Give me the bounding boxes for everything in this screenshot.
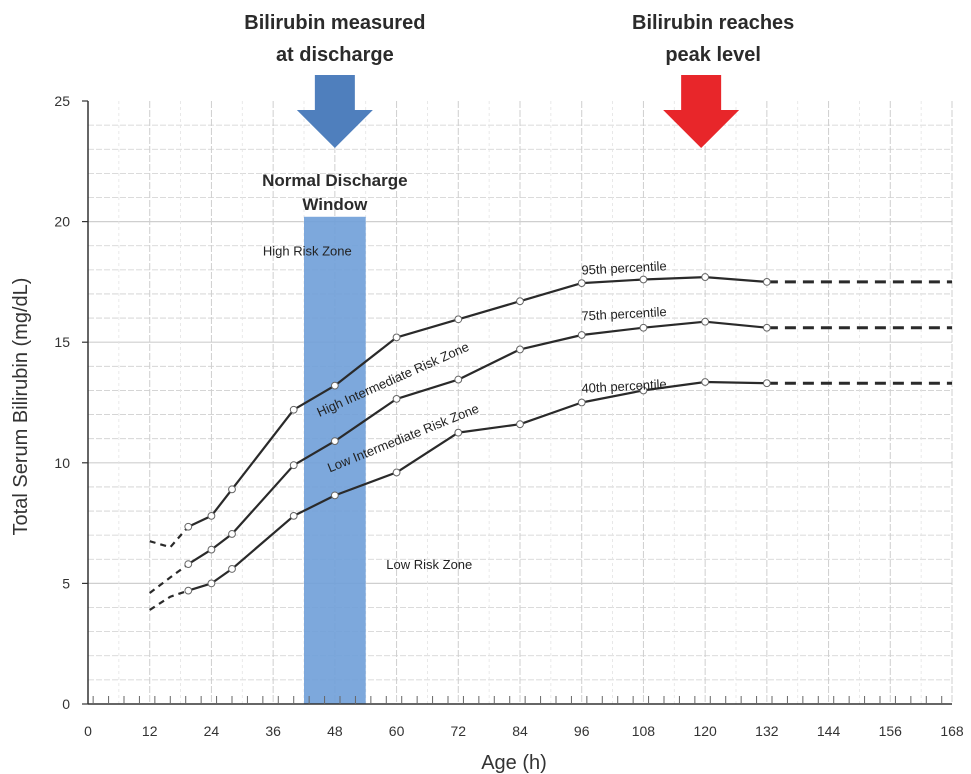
measured-callout: Bilirubin measured bbox=[244, 12, 425, 34]
data-point bbox=[454, 375, 463, 384]
percentile-label: 40th percentile bbox=[581, 376, 667, 395]
x-tick-label: 96 bbox=[574, 723, 590, 739]
data-point bbox=[330, 381, 339, 390]
x-tick-label: 108 bbox=[632, 723, 656, 739]
data-point bbox=[289, 511, 298, 520]
x-tick-label: 156 bbox=[879, 723, 903, 739]
series-layer bbox=[149, 273, 952, 611]
percentile-label: 95th percentile bbox=[581, 258, 667, 277]
data-point bbox=[701, 273, 710, 281]
down-arrow-icon bbox=[663, 75, 740, 148]
x-tick-label: 168 bbox=[940, 723, 964, 739]
measured-callout: at discharge bbox=[276, 44, 394, 66]
data-point bbox=[392, 468, 401, 477]
data-point bbox=[454, 315, 463, 324]
discharge-window-layer bbox=[304, 216, 366, 704]
y-tick-label: 5 bbox=[62, 575, 70, 591]
data-point bbox=[289, 405, 298, 414]
x-tick-label: 132 bbox=[755, 723, 779, 739]
series-line-dashed-start bbox=[149, 589, 189, 611]
y-tick-label: 10 bbox=[54, 455, 70, 471]
data-point bbox=[701, 317, 710, 326]
data-point bbox=[228, 530, 236, 538]
y-tick-label: 25 bbox=[54, 93, 70, 109]
y-tick-label: 15 bbox=[54, 334, 70, 350]
percentile-label: 75th percentile bbox=[581, 304, 667, 323]
zone-label: Low Risk Zone bbox=[386, 557, 472, 572]
data-point bbox=[330, 437, 339, 445]
series-line bbox=[187, 276, 767, 528]
data-point bbox=[330, 491, 339, 500]
data-point bbox=[516, 297, 524, 306]
data-point bbox=[207, 579, 216, 588]
data-point bbox=[577, 398, 586, 407]
x-tick-label: 72 bbox=[450, 723, 466, 739]
data-point bbox=[701, 378, 710, 386]
zone-label: High Risk Zone bbox=[263, 243, 352, 258]
data-point bbox=[762, 379, 771, 388]
data-point bbox=[516, 345, 524, 354]
peak-callout: peak level bbox=[665, 44, 761, 66]
x-tick-label: 120 bbox=[693, 723, 717, 739]
x-tick-label: 0 bbox=[84, 723, 92, 739]
y-axis-title: Total Serum Bilirubin (mg/dL) bbox=[10, 278, 32, 536]
data-point bbox=[184, 560, 193, 569]
data-point bbox=[516, 420, 524, 429]
discharge-window-title: Window bbox=[302, 195, 368, 214]
series-line-dashed-start bbox=[149, 563, 189, 594]
data-point bbox=[228, 565, 236, 573]
data-point bbox=[289, 461, 298, 470]
data-point bbox=[207, 511, 216, 520]
data-point bbox=[639, 323, 648, 332]
x-tick-label: 36 bbox=[265, 723, 281, 739]
x-tick-label: 84 bbox=[512, 723, 528, 739]
data-point bbox=[184, 522, 193, 531]
y-tick-label: 20 bbox=[54, 214, 70, 230]
data-point bbox=[184, 586, 193, 595]
data-point bbox=[392, 394, 401, 403]
x-axis-title: Age (h) bbox=[481, 752, 547, 774]
series-line bbox=[187, 320, 768, 566]
peak-callout: Bilirubin reaches bbox=[632, 12, 794, 34]
data-point bbox=[392, 333, 401, 342]
callouts: Normal Discharge Window Bilirubin measured… bbox=[244, 12, 794, 214]
x-tick-label: 144 bbox=[817, 723, 841, 739]
down-arrow-icon bbox=[296, 75, 373, 148]
data-point bbox=[762, 278, 771, 286]
x-tick-label: 12 bbox=[142, 723, 158, 739]
grid bbox=[88, 101, 953, 704]
discharge-window-band bbox=[304, 216, 366, 704]
data-point bbox=[577, 279, 586, 288]
data-point bbox=[454, 428, 463, 437]
x-tick-label: 48 bbox=[327, 723, 343, 739]
x-tick-label: 60 bbox=[389, 723, 405, 739]
x-tick-label: 24 bbox=[204, 723, 220, 739]
axes: 0 5 10 15 20 25 0 12 24 36 48 60 72 84 96 108 120 132 144 1… bbox=[10, 93, 964, 774]
series-line bbox=[187, 380, 767, 592]
data-point bbox=[639, 275, 648, 284]
discharge-window-title: Normal Discharge bbox=[262, 171, 408, 190]
y-tick-label: 0 bbox=[62, 696, 70, 712]
data-point bbox=[207, 545, 216, 554]
data-point bbox=[762, 323, 771, 332]
data-point bbox=[228, 485, 236, 494]
data-point bbox=[577, 331, 586, 339]
data-point bbox=[639, 386, 648, 395]
